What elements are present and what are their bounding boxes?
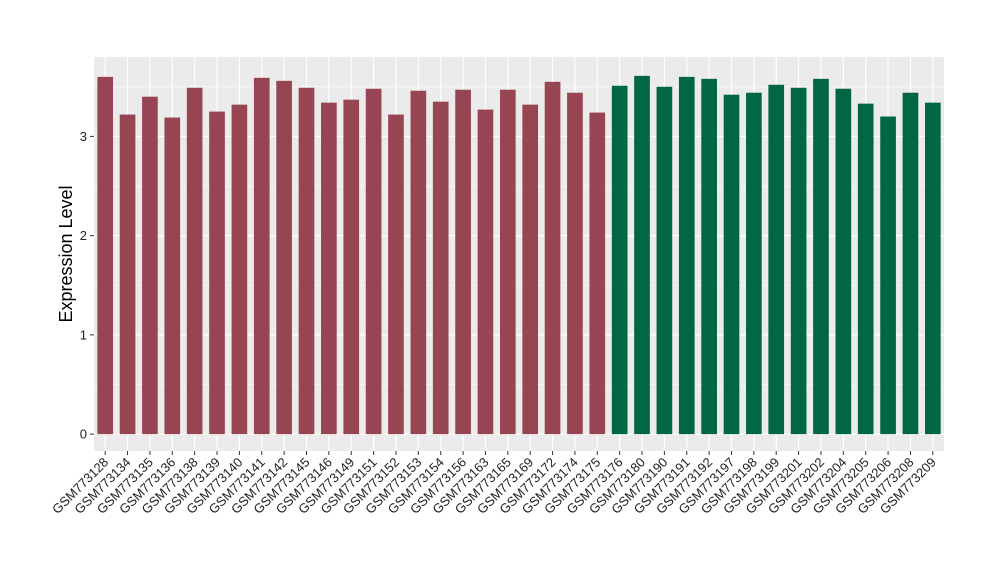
bar-GSM773145	[298, 87, 315, 435]
bar-GSM773201	[790, 87, 807, 435]
bar-GSM773141	[253, 77, 270, 435]
bar-GSM773199	[768, 84, 785, 435]
bar-GSM773190	[656, 86, 673, 435]
bar-GSM773134	[119, 114, 136, 435]
bar-GSM773138	[186, 87, 203, 435]
bar-GSM773163	[477, 109, 494, 435]
bar-GSM773146	[321, 102, 337, 435]
bar-GSM773135	[142, 96, 158, 435]
bar-GSM773208	[902, 92, 919, 435]
y-tick-label: 2	[80, 228, 87, 243]
x-axis: GSM773128GSM773134GSM773135GSM773136GSM7…	[49, 451, 939, 517]
y-axis: 0 1 2 3	[80, 129, 94, 442]
bars	[97, 75, 941, 435]
y-axis-title: Expression Level	[56, 185, 76, 322]
bar-GSM773176	[611, 85, 628, 435]
bar-GSM773165	[499, 89, 516, 435]
bar-GSM773174	[567, 92, 583, 435]
bar-GSM773191	[678, 76, 695, 435]
bar-GSM773128	[97, 76, 114, 435]
bar-GSM773149	[343, 99, 360, 435]
bar-GSM773139	[209, 111, 225, 435]
bar-GSM773175	[589, 112, 606, 435]
bar-GSM773152	[388, 114, 404, 435]
bar-GSM773172	[544, 81, 561, 435]
bar-GSM773153	[410, 90, 427, 435]
bar-GSM773156	[455, 89, 471, 435]
bar-GSM773154	[432, 101, 449, 435]
bar-GSM773206	[880, 116, 896, 435]
bar-GSM773202	[813, 78, 829, 435]
bar-GSM773198	[746, 92, 762, 435]
bar-GSM773142	[276, 80, 292, 435]
bar-GSM773180	[634, 75, 650, 435]
y-tick-label: 1	[80, 327, 87, 342]
bar-GSM773140	[231, 104, 248, 435]
bar-GSM773192	[701, 78, 717, 435]
y-tick-label: 0	[80, 427, 87, 442]
bar-GSM773151	[365, 88, 382, 435]
bar-GSM773136	[164, 117, 181, 435]
bar-GSM773204	[835, 88, 852, 435]
y-tick-label: 3	[80, 129, 87, 144]
bar-GSM773209	[924, 102, 941, 435]
bar-GSM773169	[522, 104, 539, 435]
bar-GSM773205	[857, 103, 874, 435]
bar-GSM773197	[723, 94, 740, 435]
